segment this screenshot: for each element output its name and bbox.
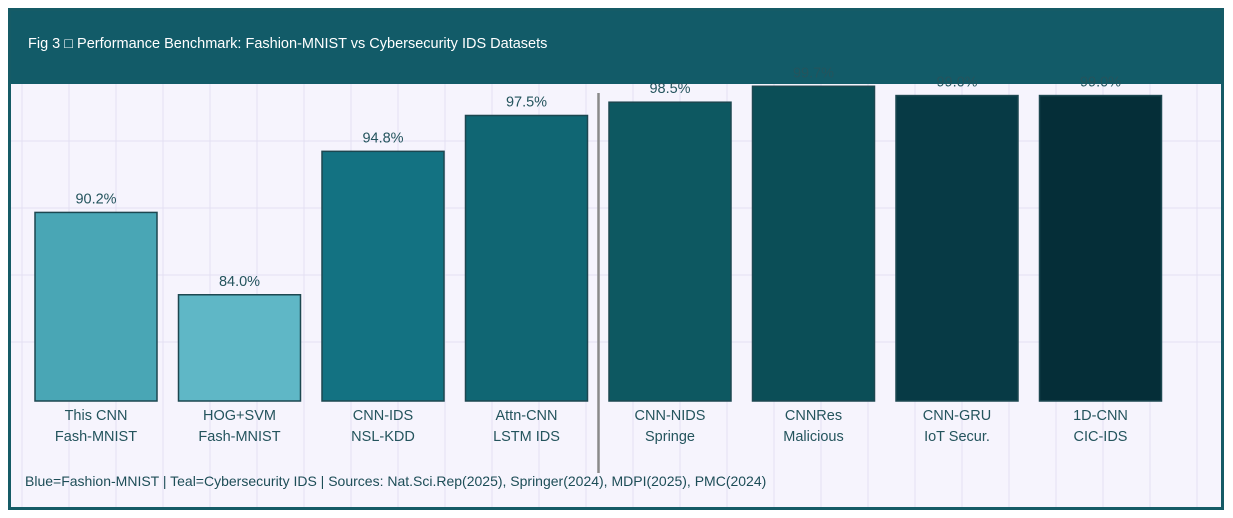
data-label: 90.2%	[75, 191, 116, 207]
category-label: NSL-KDD	[351, 429, 415, 445]
figure-frame: Fig 3 □ Performance Benchmark: Fashion-M…	[8, 8, 1224, 510]
category-label: Attn-CNN	[495, 408, 557, 424]
category-label: Malicious	[783, 429, 843, 445]
data-label: 99.0%	[936, 75, 977, 91]
bar	[464, 114, 589, 402]
category-label: LSTM IDS	[493, 429, 560, 445]
category-label: Fash-MNIST	[198, 429, 280, 445]
title-bar: Fig 3 □ Performance Benchmark: Fashion-M…	[11, 11, 1221, 84]
category-label: 1D-CNN	[1073, 408, 1128, 424]
category-label: HOG+SVM	[203, 408, 276, 424]
bar	[751, 85, 876, 402]
category-label: This CNN	[65, 408, 128, 424]
bar	[34, 211, 158, 402]
data-label: 99.0%	[1080, 75, 1121, 91]
bar	[321, 150, 445, 402]
category-label: CNN-NIDS	[635, 408, 706, 424]
category-label: CNN-IDS	[353, 408, 413, 424]
bar	[895, 94, 1019, 402]
figure-title: Fig 3 □ Performance Benchmark: Fashion-M…	[28, 36, 548, 52]
data-label: 94.8%	[362, 130, 403, 146]
category-label: IoT Secur.	[924, 429, 990, 445]
category-label: Fash-MNIST	[55, 429, 137, 445]
data-label: 97.5%	[506, 94, 547, 110]
data-label: 98.5%	[649, 81, 690, 97]
category-label: CNNRes	[785, 408, 842, 424]
bar	[608, 101, 732, 402]
bar	[177, 294, 302, 402]
bar-chart: 90.2% This CNN Fash-MNIST 84.0% HOG+SVM Fash-…	[11, 65, 1221, 507]
bar	[1038, 94, 1163, 402]
category-label: CNN-GRU	[923, 408, 991, 424]
data-label: 84.0%	[219, 274, 260, 290]
category-label: CIC-IDS	[1074, 429, 1128, 445]
data-label: 99.7%	[793, 65, 834, 81]
category-label: Springe	[645, 429, 695, 445]
footer-note: Blue=Fashion-MNIST | Teal=Cybersecurity …	[25, 473, 767, 489]
